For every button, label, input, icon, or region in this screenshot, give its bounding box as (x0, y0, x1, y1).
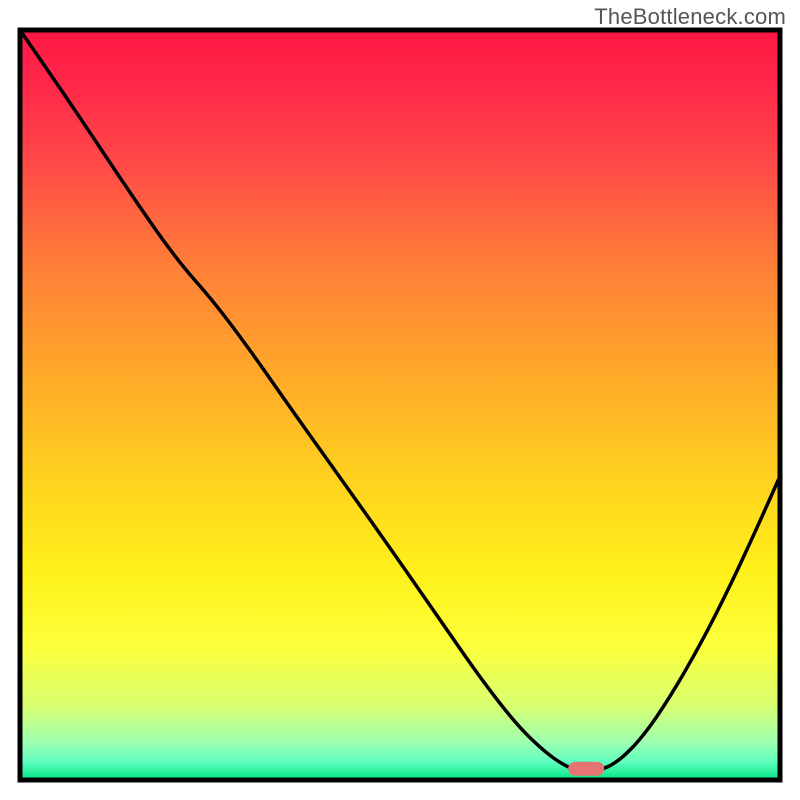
chart-container: TheBottleneck.com (0, 0, 800, 800)
watermark-text: TheBottleneck.com (594, 4, 786, 30)
optimal-marker (568, 762, 604, 776)
gradient-background (20, 30, 780, 780)
chart-svg (0, 0, 800, 800)
